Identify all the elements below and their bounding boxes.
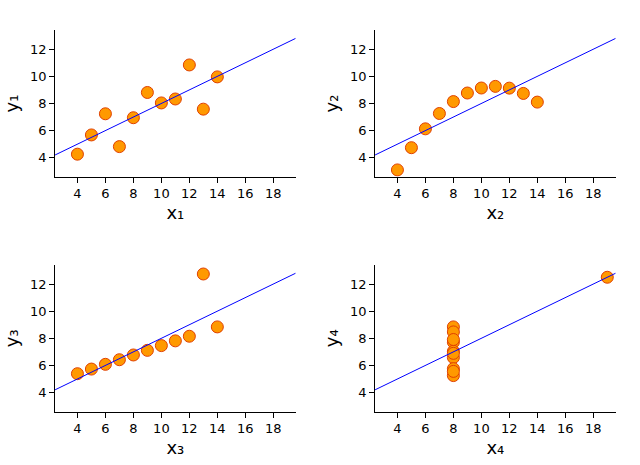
svg-text:4: 4 [393,421,401,436]
svg-text:14: 14 [529,186,546,201]
svg-text:16: 16 [557,421,574,436]
svg-text:14: 14 [209,186,226,201]
svg-text:6: 6 [101,186,109,201]
svg-text:10: 10 [473,186,490,201]
svg-text:12: 12 [350,277,367,292]
svg-text:10: 10 [30,69,47,84]
svg-text:14: 14 [529,421,546,436]
svg-text:6: 6 [358,358,366,373]
svg-text:6: 6 [38,358,46,373]
svg-text:16: 16 [237,421,254,436]
svg-text:12: 12 [181,421,198,436]
svg-text:y₄: y₄ [321,329,342,347]
svg-text:6: 6 [421,421,429,436]
svg-text:4: 4 [358,385,366,400]
svg-text:10: 10 [350,304,367,319]
svg-text:8: 8 [129,186,137,201]
svg-text:12: 12 [350,42,367,57]
svg-text:18: 18 [265,186,282,201]
svg-text:10: 10 [153,421,170,436]
svg-text:6: 6 [421,186,429,201]
svg-text:x₃: x₃ [166,437,184,458]
svg-text:x₂: x₂ [486,202,504,223]
svg-text:4: 4 [358,150,366,165]
svg-text:8: 8 [129,421,137,436]
svg-text:14: 14 [209,421,226,436]
svg-text:4: 4 [38,150,46,165]
svg-text:x₄: x₄ [486,437,504,458]
svg-text:8: 8 [449,421,457,436]
svg-text:12: 12 [30,277,47,292]
svg-text:10: 10 [473,421,490,436]
svg-text:y₂: y₂ [321,95,342,113]
svg-text:12: 12 [501,421,518,436]
svg-text:4: 4 [73,421,81,436]
svg-text:12: 12 [501,186,518,201]
svg-text:12: 12 [30,42,47,57]
svg-text:6: 6 [358,123,366,138]
svg-text:6: 6 [38,123,46,138]
svg-text:6: 6 [101,421,109,436]
svg-text:8: 8 [358,331,366,346]
svg-text:y₃: y₃ [1,329,22,347]
svg-text:16: 16 [237,186,254,201]
svg-text:10: 10 [30,304,47,319]
svg-text:8: 8 [449,186,457,201]
svg-text:10: 10 [350,69,367,84]
svg-text:8: 8 [38,331,46,346]
svg-text:16: 16 [557,186,574,201]
svg-text:18: 18 [585,421,602,436]
svg-text:8: 8 [358,96,366,111]
svg-text:18: 18 [265,421,282,436]
svg-text:4: 4 [393,186,401,201]
svg-text:4: 4 [38,385,46,400]
svg-text:y₁: y₁ [1,95,22,113]
svg-text:8: 8 [38,96,46,111]
svg-text:12: 12 [181,186,198,201]
svg-text:18: 18 [585,186,602,201]
svg-text:10: 10 [153,186,170,201]
svg-text:x₁: x₁ [166,202,184,223]
svg-text:4: 4 [73,186,81,201]
